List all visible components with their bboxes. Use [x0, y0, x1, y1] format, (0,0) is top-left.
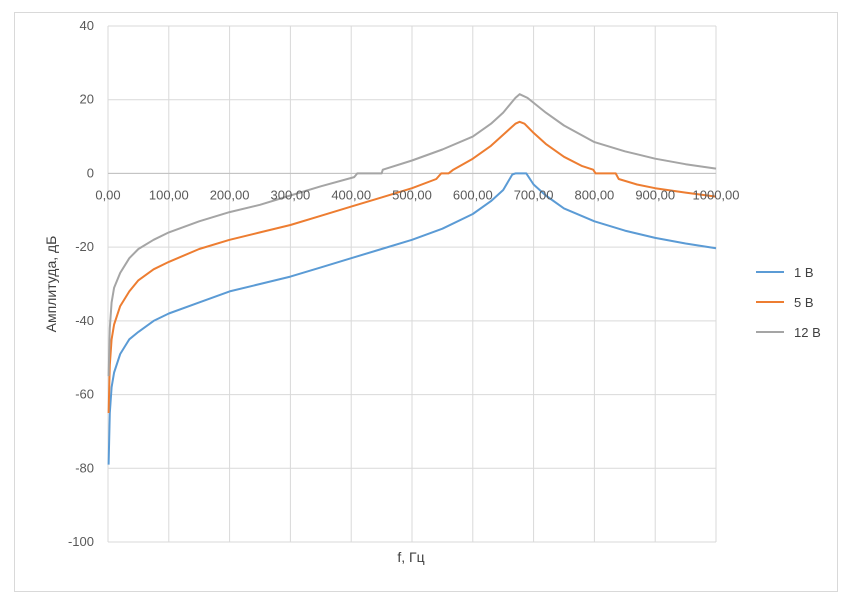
series-line: [107, 172, 717, 465]
y-tick-label: -80: [75, 460, 94, 475]
y-tick-labels: 40 20 0 -20 -40 -60 -80 -100: [68, 18, 94, 549]
y-tick-label: -100: [68, 534, 94, 549]
x-tick-label: 800,00: [575, 187, 615, 202]
series-lines: [107, 93, 717, 465]
y-tick-label: -40: [75, 313, 94, 328]
x-tick-label: 900,00: [635, 187, 675, 202]
x-tick-label: 1000,00: [693, 187, 740, 202]
x-tick-label: 100,00: [149, 187, 189, 202]
chart-frame: [14, 12, 838, 592]
x-tick-label: 700,00: [514, 187, 554, 202]
y-tick-label: 40: [80, 18, 94, 33]
x-tick-label: 500,00: [392, 187, 432, 202]
series-line: [107, 93, 717, 377]
x-tick-label: 600,00: [453, 187, 493, 202]
x-tick-label: 0,00: [95, 187, 120, 202]
gridlines: [107, 25, 717, 543]
y-tick-label: -60: [75, 387, 94, 402]
legend-label: 12 В: [794, 325, 821, 340]
x-tick-label: 400,00: [331, 187, 371, 202]
x-tick-label: 200,00: [210, 187, 250, 202]
x-axis-title: f, Гц: [397, 549, 424, 565]
x-tick-label: 300,00: [271, 187, 311, 202]
x-tick-labels: 0,00 100,00 200,00 300,00 400,00 500,00 600,00…: [95, 187, 739, 202]
y-tick-label: 0: [87, 165, 94, 180]
legend-label: 1 В: [794, 265, 814, 280]
y-tick-label: -20: [75, 239, 94, 254]
legend: 1 В 5 В 12 В: [756, 265, 821, 340]
y-axis-title: Амплитуда, дБ: [43, 236, 59, 333]
y-tick-label: 20: [80, 92, 94, 107]
legend-label: 5 В: [794, 295, 814, 310]
series-line: [107, 120, 717, 414]
